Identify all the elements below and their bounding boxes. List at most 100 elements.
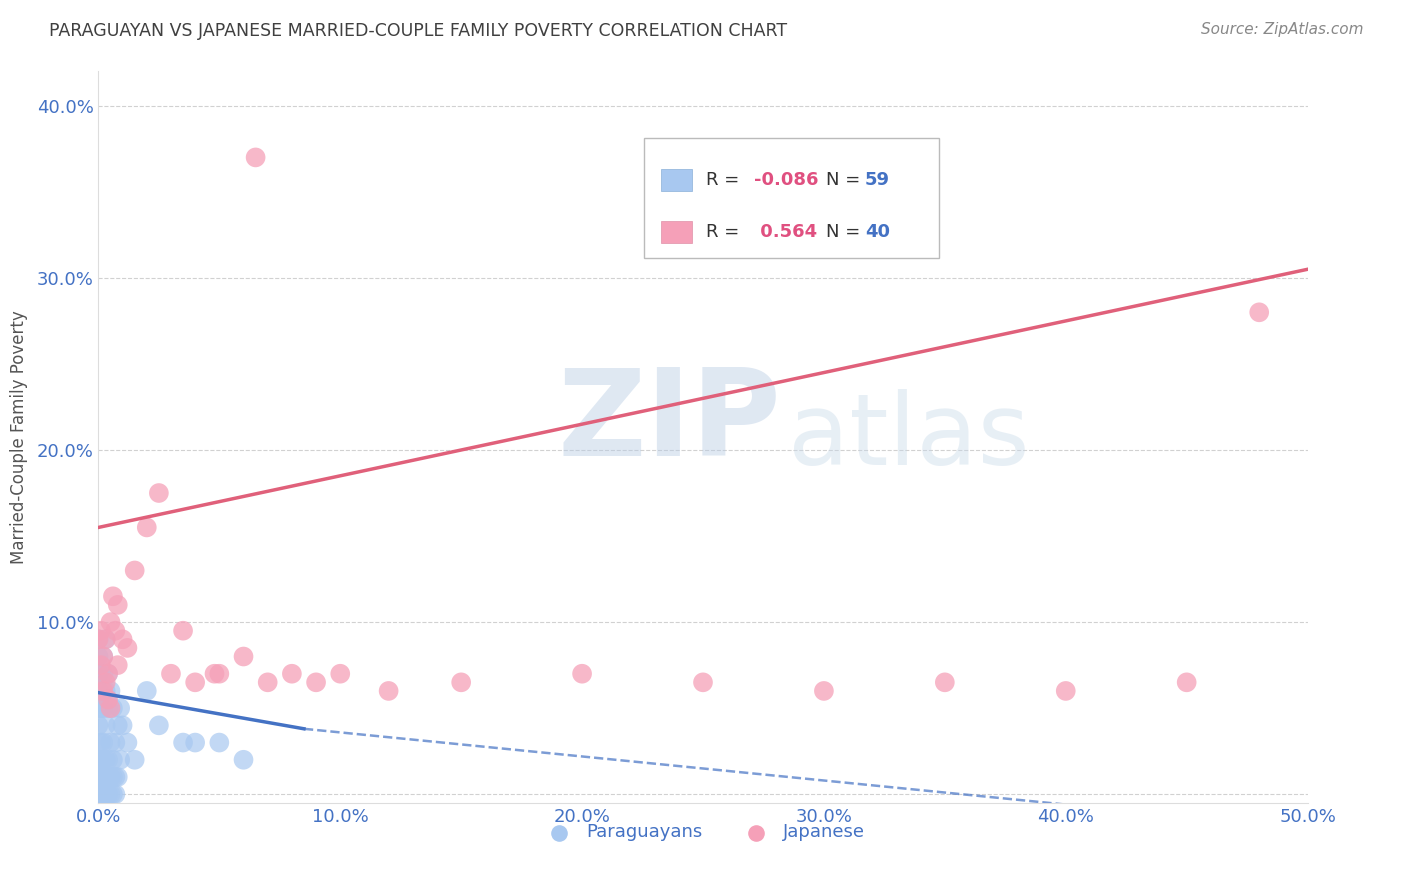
Point [94,770,117,784]
Text: 0.564: 0.564 [754,223,817,241]
Point [329,666,352,681]
Point [101,753,124,767]
Point [100,684,122,698]
Text: 59: 59 [865,171,890,189]
Point [91,770,114,784]
Point [87,632,110,647]
Point [104,624,127,638]
Point [108,753,131,767]
Point [90,787,112,801]
Point [97,666,120,681]
Point [90,770,112,784]
Point [117,735,139,749]
Point [87,718,110,732]
Point [571,666,593,681]
Point [90,735,112,749]
Point [934,675,956,690]
Text: atlas: atlas [787,389,1029,485]
Point [87,632,110,647]
Point [100,701,122,715]
Point [101,589,124,603]
Point [208,735,231,749]
Point [87,770,110,784]
Point [100,735,122,749]
Point [94,684,117,698]
Point [184,675,207,690]
Point [87,735,110,749]
Point [90,666,112,681]
Point [204,666,226,681]
Point [100,787,122,801]
Point [90,684,112,698]
Point [1054,684,1077,698]
Point [87,666,110,681]
Text: R =: R = [706,171,745,189]
Point [692,675,714,690]
Point [91,684,114,698]
Point [87,753,110,767]
Point [111,632,134,647]
Point [101,787,124,801]
Point [87,684,110,698]
Point [813,684,835,698]
Legend: Paraguayans, Japanese: Paraguayans, Japanese [533,816,873,848]
Point [91,666,114,681]
Point [91,649,114,664]
Point [208,666,231,681]
Point [87,787,110,801]
Point [117,640,139,655]
Point [148,486,170,500]
Point [94,632,117,647]
Point [87,701,110,715]
Point [104,735,127,749]
Point [104,770,127,784]
Point [256,675,278,690]
Point [377,684,399,698]
Text: -0.086: -0.086 [754,171,818,189]
Point [91,787,114,801]
Point [232,649,254,664]
Y-axis label: Married-Couple Family Poverty: Married-Couple Family Poverty [10,310,28,564]
Point [94,787,117,801]
Point [94,718,117,732]
Point [97,770,120,784]
Point [1249,305,1271,319]
Point [305,675,328,690]
Text: N =: N = [825,223,866,241]
Point [135,684,157,698]
Point [135,520,157,534]
Point [101,701,124,715]
Point [90,624,112,638]
Point [94,675,117,690]
Point [94,632,117,647]
Point [232,753,254,767]
Point [90,701,112,715]
Point [172,735,194,749]
Point [90,658,112,673]
Text: N =: N = [825,171,866,189]
Point [107,718,129,732]
Point [97,666,120,681]
Text: R =: R = [706,223,745,241]
Point [101,770,124,784]
Point [87,649,110,664]
Point [91,753,114,767]
Point [91,701,114,715]
Point [91,649,114,664]
Point [104,787,127,801]
Point [97,692,120,706]
Point [124,564,146,578]
Text: Source: ZipAtlas.com: Source: ZipAtlas.com [1201,22,1364,37]
Point [91,735,114,749]
Point [160,666,183,681]
Point [107,770,129,784]
Point [245,150,267,164]
Point [124,753,146,767]
Point [1175,675,1198,690]
Point [90,753,112,767]
Point [108,701,131,715]
Point [111,718,134,732]
Point [281,666,304,681]
Text: 40: 40 [865,223,890,241]
Point [97,701,120,715]
